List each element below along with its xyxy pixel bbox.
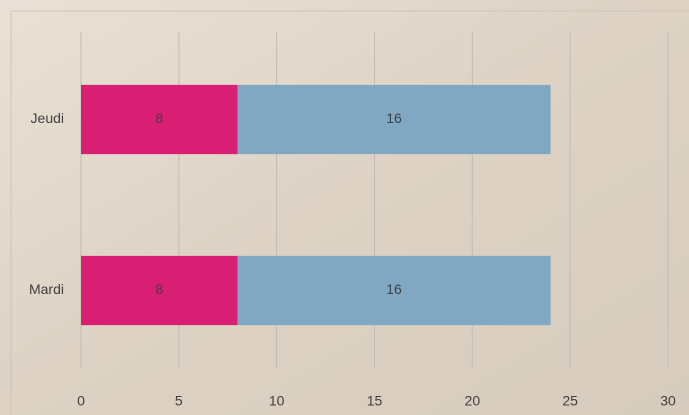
bar-segment (81, 255, 238, 326)
x-tick-label: 20 (465, 393, 481, 409)
bar-segment (81, 84, 238, 155)
data-label: 16 (386, 110, 402, 126)
bar-segment (237, 84, 551, 155)
data-label: 8 (155, 281, 163, 297)
data-label: 8 (155, 110, 163, 126)
x-tick-label: 15 (367, 393, 383, 409)
y-tick-label: Jeudi (31, 110, 64, 126)
data-label: 16 (386, 281, 402, 297)
x-tick-label: 30 (660, 393, 676, 409)
x-tick-label: 10 (269, 393, 285, 409)
x-tick-label: 25 (562, 393, 578, 409)
x-tick-label: 5 (175, 393, 183, 409)
x-tick-label: 0 (77, 393, 85, 409)
y-tick-label: Mardi (29, 281, 64, 297)
bar-segment (237, 255, 551, 326)
frame (10, 10, 689, 415)
